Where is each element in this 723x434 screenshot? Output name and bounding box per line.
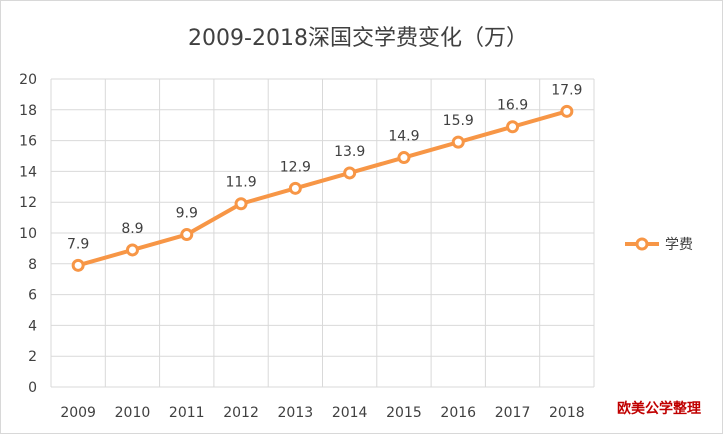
legend: 学费	[625, 237, 693, 253]
data-point	[180, 228, 194, 242]
watermark-text: 欧美公学整理	[617, 400, 701, 417]
y-tick-label: 6	[28, 288, 37, 304]
data-point	[397, 151, 411, 165]
x-tick-label: 2011	[169, 405, 205, 421]
data-label: 8.9	[121, 221, 143, 237]
series-line	[76, 109, 569, 268]
y-tick-label: 4	[28, 318, 37, 334]
data-label: 13.9	[334, 144, 365, 160]
data-point	[288, 181, 302, 195]
y-axis-tick-labels: 0 2 4 6 8 10 12 14 16 18 20	[19, 72, 37, 396]
data-point	[234, 197, 248, 211]
data-label: 7.9	[67, 236, 89, 252]
data-point	[343, 166, 357, 180]
x-tick-label: 2017	[495, 405, 531, 421]
legend-marker	[635, 237, 649, 251]
data-label: 12.9	[280, 159, 311, 175]
series-xuefei	[71, 104, 574, 272]
data-point	[506, 120, 520, 134]
data-label: 17.9	[551, 82, 582, 98]
data-point	[71, 258, 85, 272]
x-tick-label: 2016	[440, 405, 476, 421]
data-label: 16.9	[497, 98, 528, 114]
x-tick-label: 2009	[60, 405, 96, 421]
x-tick-label: 2013	[278, 405, 314, 421]
data-label: 14.9	[388, 129, 419, 145]
y-tick-label: 0	[28, 380, 37, 396]
x-tick-label: 2018	[549, 405, 585, 421]
data-labels: 7.9 8.9 9.9 11.9 12.9 13.9 14.9 15.9 16.9 17.9	[67, 82, 582, 252]
y-tick-label: 10	[19, 226, 37, 242]
x-tick-label: 2010	[115, 405, 151, 421]
data-label: 11.9	[225, 175, 256, 191]
data-label: 15.9	[443, 113, 474, 129]
x-axis-tick-labels: 2009 2010 2011 2012 2013 2014 2015 2016 2017 2018	[60, 405, 584, 421]
data-label: 9.9	[176, 206, 198, 222]
y-tick-label: 14	[19, 164, 37, 180]
y-tick-label: 18	[19, 103, 37, 119]
legend-label: 学费	[665, 237, 693, 253]
chart-title: 2009-2018深国交学费变化（万）	[188, 26, 528, 51]
y-tick-label: 2	[28, 349, 37, 365]
data-point	[560, 104, 574, 118]
data-point	[451, 135, 465, 149]
y-tick-label: 20	[19, 72, 37, 88]
x-tick-label: 2014	[332, 405, 368, 421]
y-tick-label: 16	[19, 134, 37, 150]
x-tick-label: 2015	[386, 405, 422, 421]
y-tick-label: 8	[28, 257, 37, 273]
y-tick-label: 12	[19, 195, 37, 211]
x-tick-label: 2012	[223, 405, 259, 421]
data-point	[125, 243, 139, 257]
gridlines	[50, 78, 595, 388]
